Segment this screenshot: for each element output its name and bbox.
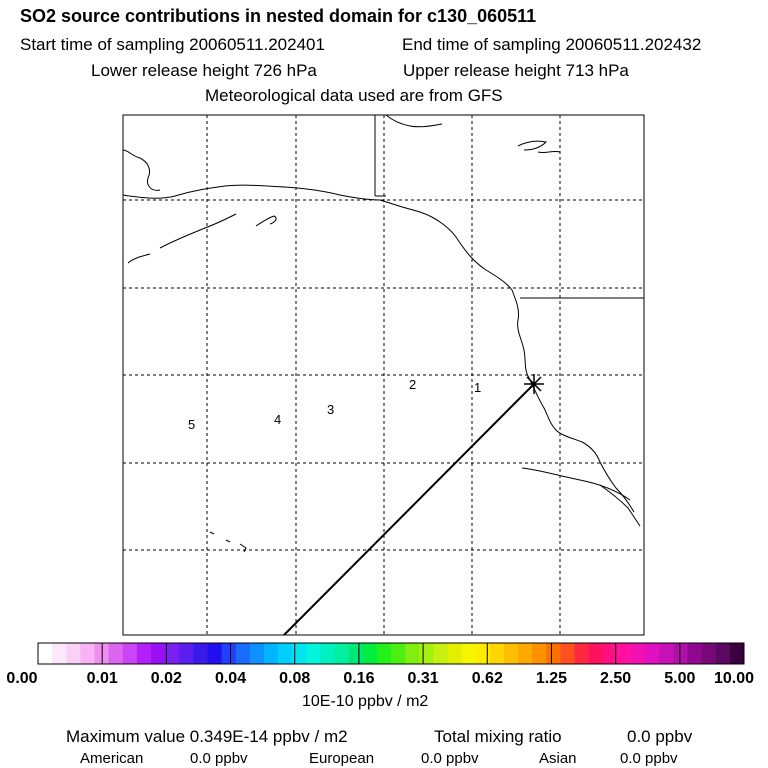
start-time-text: Start time of sampling 20060511.202401 <box>20 35 325 54</box>
colorbar-swatch <box>602 643 618 664</box>
colorbar-tick-label: 0.62 <box>471 670 503 687</box>
end-time-text: End time of sampling 20060511.202432 <box>402 35 702 54</box>
asian-label: Asian <box>539 750 577 767</box>
total-mixing-label: Total mixing ratio <box>434 727 562 746</box>
colorbar-swatch <box>518 643 533 664</box>
colorbar-swatch <box>419 643 434 664</box>
colorbar-swatch <box>376 643 392 664</box>
colorbar-swatch <box>235 643 251 664</box>
colorbar-swatch <box>249 643 265 664</box>
colorbar-swatch <box>292 643 307 664</box>
colorbar-swatch <box>659 643 674 664</box>
colorbar-swatch <box>348 643 364 664</box>
european-value: 0.0 ppbv <box>421 750 479 767</box>
colorbar-swatch <box>165 643 180 664</box>
colorbar-swatch <box>631 643 646 664</box>
colorbar-swatch <box>546 643 561 664</box>
colorbar-swatch <box>405 643 420 664</box>
colorbar-swatch <box>108 643 124 664</box>
colorbar-swatch <box>278 643 293 664</box>
colorbar-swatch <box>447 643 463 664</box>
max-value-text: Maximum value 0.349E-14 ppbv / m2 <box>66 727 348 746</box>
total-mixing-value: 0.0 ppbv <box>627 727 693 746</box>
colorbar-tick-label: 0.02 <box>150 670 182 687</box>
colorbar-swatch <box>122 643 138 664</box>
colorbar-border <box>37 642 745 665</box>
european-label: European <box>309 750 375 767</box>
colorbar-swatch <box>729 643 745 664</box>
colorbar-swatch <box>560 643 576 664</box>
colorbar-swatch <box>616 643 632 664</box>
colorbar-swatch <box>38 643 53 664</box>
colorbar-swatch <box>475 643 491 664</box>
american-value: 0.0 ppbv <box>190 750 248 767</box>
colorbar-swatch <box>574 643 590 664</box>
colorbar-swatch <box>687 643 703 664</box>
colorbar-swatch <box>489 643 505 664</box>
colorbar-swatch <box>66 643 81 664</box>
colorbar-swatch <box>701 643 717 664</box>
colorbar-tick-label: 0.31 <box>407 670 439 687</box>
trajectory-line <box>283 383 535 636</box>
colorbar-tick-label: 10.00 <box>713 670 755 687</box>
trajectory-label-1: 1 <box>474 380 481 395</box>
colorbar-tick-label: 0.00 <box>6 670 38 687</box>
colorbar-swatch <box>263 643 279 664</box>
colorbar-swatch <box>207 643 223 664</box>
colorbar-swatch <box>433 643 448 664</box>
colorbar-tick-label: 2.50 <box>600 670 632 687</box>
colorbar-tick-label: 0.01 <box>86 670 118 687</box>
colorbar-tick-label: 1.25 <box>535 670 568 687</box>
trajectory-label-2: 2 <box>409 377 416 392</box>
colorbar-swatch <box>52 643 67 664</box>
colorbar-swatch <box>362 643 378 664</box>
colorbar-swatch <box>80 643 95 664</box>
trajectory-label-3: 3 <box>327 402 334 417</box>
asian-value: 0.0 ppbv <box>620 750 678 767</box>
coastline <box>122 114 644 553</box>
colorbar-swatch <box>221 643 237 664</box>
colorbar-units: 10E-10 ppbv / m2 <box>302 693 429 710</box>
upper-release-height-text: Upper release height 713 hPa <box>403 61 629 80</box>
colorbar-swatch <box>306 643 321 664</box>
colorbar-swatch <box>150 643 166 664</box>
american-label: American <box>80 750 144 767</box>
colorbar-swatch <box>461 643 477 664</box>
met-data-text: Meteorological data used are from GFS <box>205 86 503 105</box>
colorbar-swatch <box>391 643 406 664</box>
colorbar-tick-label: 0.08 <box>279 670 311 687</box>
colorbar-swatch <box>715 643 731 664</box>
chart-title: SO2 source contributions in nested domai… <box>20 6 537 26</box>
colorbar-swatch <box>645 643 660 664</box>
colorbar-tick-label: 0.04 <box>214 670 247 687</box>
colorbar-swatch <box>503 643 519 664</box>
map-grid <box>123 115 644 635</box>
colorbar-tick-label: 5.00 <box>664 670 696 687</box>
colorbar-swatch <box>320 643 336 664</box>
trajectory-label-5: 5 <box>188 417 195 432</box>
colorbar-swatch <box>179 643 194 664</box>
colorbar-swatch <box>588 643 604 664</box>
colorbar <box>37 642 745 665</box>
colorbar-swatch <box>136 643 152 664</box>
lower-release-height-text: Lower release height 726 hPa <box>91 61 317 80</box>
colorbar-swatch <box>532 643 547 664</box>
colorbar-swatch <box>673 643 689 664</box>
colorbar-swatch <box>193 643 208 664</box>
colorbar-tick-label: 0.16 <box>343 670 375 687</box>
colorbar-swatch <box>334 643 350 664</box>
trajectory-label-4: 4 <box>274 412 281 427</box>
